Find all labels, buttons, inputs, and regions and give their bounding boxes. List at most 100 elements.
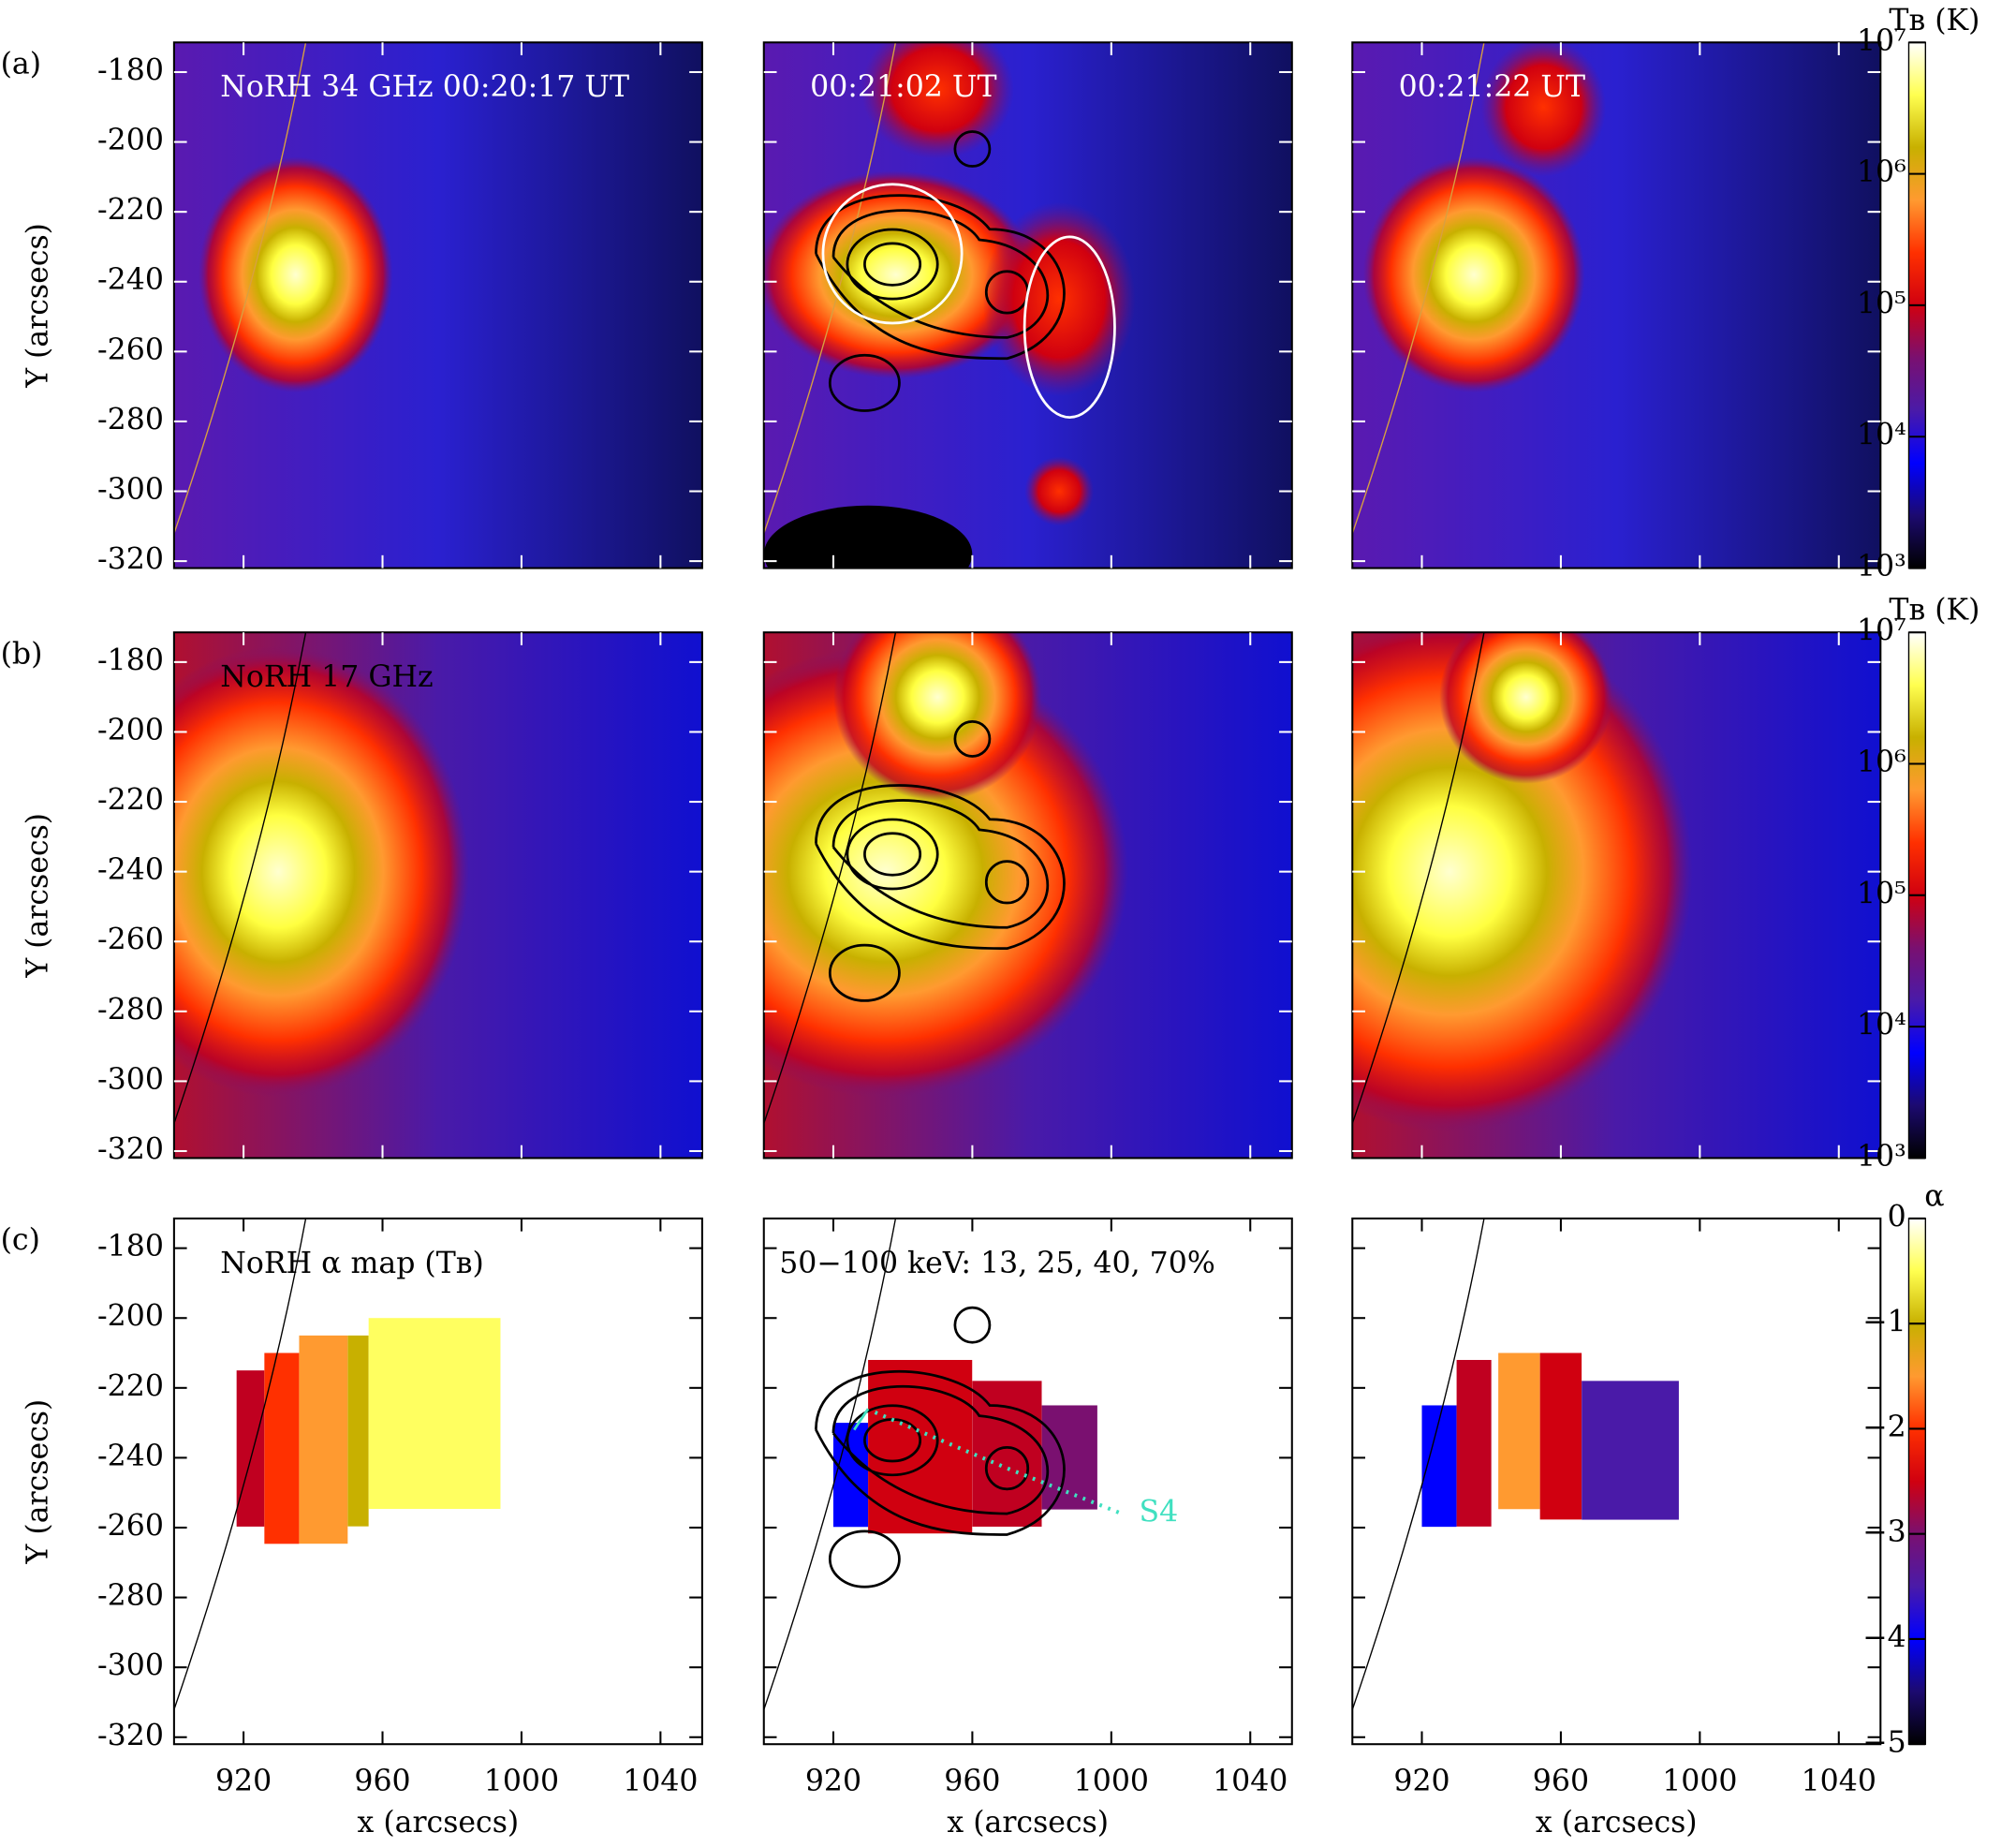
x-axis-label: x (arcsecs): [1536, 1806, 1698, 1840]
y-tick-label: -320: [97, 1719, 164, 1752]
y-tick-label: -220: [97, 194, 164, 228]
contour: [831, 799, 1050, 929]
contour: [984, 860, 1030, 905]
contour: [1023, 235, 1116, 419]
y-tick-label: -200: [97, 124, 164, 157]
map-panel: 920 960 1000 1040 x (arcsecs) 50−100 keV: 13,…: [762, 1217, 1293, 1840]
solar-limb: [1352, 632, 1485, 1126]
emission-blob: [763, 505, 973, 569]
y-tick-label: -220: [97, 1369, 164, 1403]
alpha-block: [368, 1318, 501, 1510]
colorbar-tick-label: 10⁷: [1857, 24, 1906, 58]
y-axis-label: Y (arcsecs): [21, 1399, 54, 1565]
alpha-block: [1498, 1352, 1540, 1510]
contour: [863, 242, 922, 287]
contour: [863, 832, 922, 877]
colorbar-title: Tʙ (K): [1889, 594, 1979, 628]
solar-limb: [763, 1218, 897, 1712]
solar-limb: [173, 1218, 307, 1712]
alpha-block: [1539, 1352, 1582, 1520]
x-axis-label: x (arcsecs): [358, 1806, 520, 1840]
x-tick-label: 920: [805, 1765, 861, 1798]
map-image: [763, 632, 1292, 1159]
contour: [821, 183, 964, 325]
contour: [828, 943, 901, 1002]
map-image: [173, 1218, 702, 1745]
contour: [953, 1306, 992, 1344]
x-tick-label: 960: [944, 1765, 1000, 1798]
map-image: [173, 42, 702, 569]
panel-frame: [762, 41, 1293, 569]
emission-blob: [1362, 156, 1585, 393]
y-tick-label: -260: [97, 1509, 164, 1543]
panel-frame: [1351, 1217, 1882, 1746]
map-panel: 00:21:22 UT: [1351, 41, 1882, 569]
alpha-block: [972, 1381, 1042, 1527]
colorbar-tick-label: 10⁴: [1857, 419, 1906, 452]
contour: [815, 1370, 1066, 1536]
alpha-block: [347, 1335, 369, 1527]
y-tick-label: -260: [97, 924, 164, 957]
map-image: [1352, 1218, 1881, 1745]
colorbar-tick-label: −5: [1862, 1726, 1906, 1760]
y-tick-label: -180: [97, 1230, 164, 1263]
contour: [831, 209, 1050, 339]
solar-limb: [1352, 42, 1485, 536]
panel-annotation: NoRH 17 GHz: [220, 660, 433, 694]
x-tick-label: 920: [215, 1765, 272, 1798]
x-tick-label: 960: [1533, 1765, 1589, 1798]
x-tick-label: 1000: [1074, 1765, 1149, 1798]
x-axis-label: x (arcsecs): [947, 1806, 1109, 1840]
y-tick-label: -180: [97, 53, 164, 87]
y-tick-label: -280: [97, 1579, 164, 1613]
y-tick-label: -300: [97, 1063, 164, 1097]
y-tick-label: -240: [97, 853, 164, 887]
x-tick-label: 920: [1393, 1765, 1449, 1798]
panel-frame: [762, 631, 1293, 1160]
colorbar-tick-label: 0: [1888, 1200, 1906, 1234]
slice-line: [874, 1411, 1123, 1515]
x-tick-label: 1000: [1662, 1765, 1737, 1798]
colorbar-tick-label: 10⁷: [1857, 614, 1906, 648]
colorbar-tick-label: 10⁴: [1857, 1009, 1906, 1042]
panel-annotation: NoRH α map (Tʙ): [220, 1247, 484, 1280]
x-tick-label: 1040: [1802, 1765, 1876, 1798]
alpha-block: [1582, 1381, 1679, 1520]
emission-blob: [1480, 42, 1607, 177]
map-image: [763, 42, 1292, 569]
map-panel: -320 -300 -280 -260 -240 -220 -200 -180 Y (arcse…: [1, 631, 703, 1166]
solar-limb: [173, 632, 307, 1126]
alpha-block: [1456, 1359, 1492, 1527]
panel-annotation: 00:21:22 UT: [1399, 70, 1585, 104]
map-image: [1352, 632, 1881, 1159]
solar-limb: [763, 632, 897, 1126]
contour: [846, 818, 939, 891]
contour: [828, 1529, 901, 1588]
emission-blob: [861, 42, 1014, 159]
y-tick-label: -320: [97, 1132, 164, 1166]
solar-limb: [173, 42, 307, 536]
map-panel: 00:21:02 UT: [762, 41, 1293, 569]
emission-blob: [982, 201, 1136, 397]
y-tick-label: -260: [97, 333, 164, 367]
panel-annotation: 00:21:02 UT: [810, 70, 996, 104]
map-image: [173, 632, 702, 1159]
emission-blob: [1352, 632, 1693, 1132]
panel-frame: [172, 41, 703, 569]
panel-label: (b): [1, 637, 43, 671]
colorbar: [1907, 1218, 1927, 1745]
y-tick-label: -280: [97, 403, 164, 436]
colorbar-tick-label: 10⁶: [1857, 155, 1906, 189]
colorbar-tick-label: 10³: [1857, 1140, 1906, 1174]
y-tick-label: -280: [97, 993, 164, 1027]
alpha-block: [1041, 1405, 1097, 1510]
map-image: [763, 1218, 1292, 1745]
emission-blob: [199, 156, 393, 393]
alpha-block: [264, 1352, 300, 1544]
colorbar-tick-label: −1: [1862, 1306, 1906, 1339]
contour: [815, 784, 1066, 951]
panel-frame: [1351, 41, 1882, 569]
panel-label: (c): [1, 1223, 40, 1257]
contour: [953, 130, 992, 168]
map-panel: 920 960 1000 1040 x (arcsecs): [1351, 1217, 1882, 1840]
